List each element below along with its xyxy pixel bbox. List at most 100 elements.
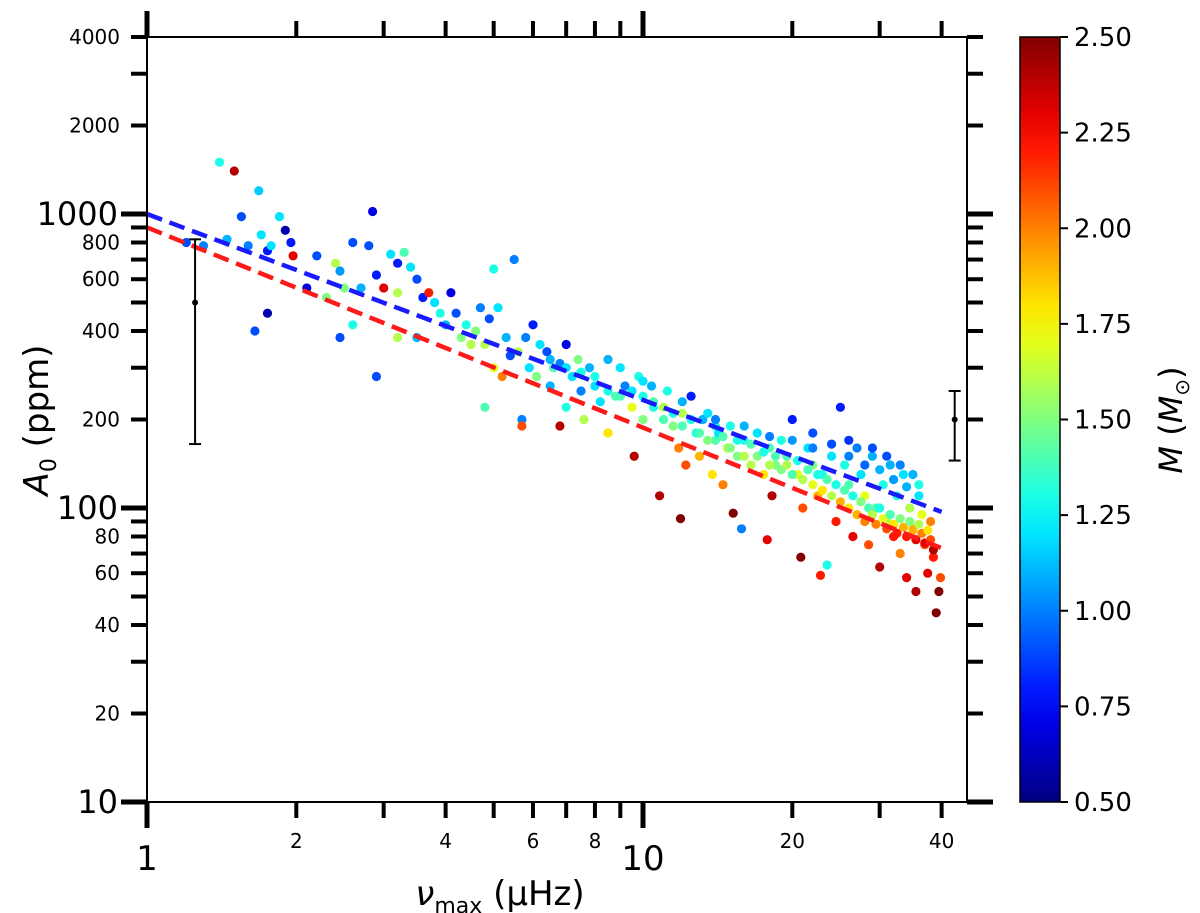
y-tick-label: 600	[82, 267, 120, 291]
data-point	[348, 320, 358, 330]
data-point	[451, 308, 461, 318]
data-point	[335, 266, 345, 276]
data-point	[848, 531, 858, 542]
data-point	[864, 540, 874, 550]
data-point	[236, 212, 246, 222]
data-point	[561, 402, 571, 412]
data-point	[256, 230, 266, 240]
data-point	[456, 332, 466, 343]
x-tick-label: 2	[290, 829, 303, 853]
x-label-subscript: max	[434, 894, 482, 913]
data-point	[480, 402, 490, 412]
data-point	[655, 491, 665, 501]
data-point	[386, 249, 396, 259]
data-point	[509, 254, 519, 265]
data-point	[662, 386, 673, 396]
y-label-subscript: 0	[37, 458, 62, 472]
data-point	[935, 573, 946, 583]
colorbar-tick-label: 2.25	[1074, 119, 1132, 149]
data-point	[446, 288, 456, 298]
data-point	[787, 414, 797, 425]
x-tick-label: 4	[439, 829, 452, 853]
colorbar-tick-label: 1.25	[1074, 501, 1132, 531]
data-point	[368, 206, 378, 217]
data-point	[406, 262, 416, 272]
data-point	[885, 460, 895, 470]
data-point	[902, 573, 912, 583]
data-point	[905, 516, 915, 527]
data-point	[803, 465, 813, 475]
data-point	[243, 241, 253, 251]
data-point	[288, 251, 298, 261]
data-point	[531, 371, 542, 382]
data-point	[528, 320, 538, 330]
colorbar-tick-label: 0.75	[1074, 692, 1132, 722]
data-point	[889, 474, 899, 485]
data-point	[736, 524, 747, 534]
data-point	[798, 474, 808, 485]
data-point	[914, 491, 924, 501]
cb-label-close: )	[1152, 366, 1190, 378]
data-point	[545, 354, 555, 365]
data-point	[545, 381, 555, 391]
data-point	[767, 491, 777, 501]
x-tick-labels: 1 10 2 4 6 8 20 40	[136, 829, 954, 879]
y-tick-label: 200	[82, 408, 120, 432]
y-tick-label: 20	[95, 701, 120, 725]
data-point	[844, 435, 854, 445]
fit-lines	[146, 211, 943, 551]
data-point	[911, 586, 921, 597]
data-point	[677, 421, 687, 431]
y-tick-label: 10	[77, 783, 118, 821]
colorbar-tick-label: 1.00	[1074, 597, 1132, 627]
data-point	[430, 297, 440, 308]
data-point	[658, 414, 669, 425]
data-point	[620, 381, 630, 391]
colorbar-gradient	[1019, 36, 1061, 803]
data-point	[629, 451, 639, 461]
data-point	[739, 421, 749, 431]
data-point	[840, 460, 850, 470]
data-point	[728, 508, 738, 518]
cb-label-sun-subscript: ⊙	[1170, 379, 1194, 396]
data-point	[902, 482, 912, 492]
data-point	[364, 241, 374, 251]
data-point	[923, 568, 933, 578]
data-point	[356, 283, 366, 293]
data-point	[524, 363, 534, 373]
data-point	[718, 431, 728, 442]
data-point	[718, 480, 728, 490]
data-point	[584, 363, 595, 373]
cb-label-open: (	[1152, 423, 1190, 446]
data-point	[908, 525, 918, 535]
data-point	[934, 586, 944, 597]
y-tick-label: 100	[57, 489, 118, 527]
data-point	[497, 371, 507, 382]
data-point	[762, 535, 772, 545]
data-point	[856, 469, 866, 480]
data-point	[765, 460, 775, 470]
data-point	[686, 391, 696, 401]
data-point	[286, 237, 296, 248]
data-point	[638, 414, 648, 425]
colorbar-tick-label: 1.75	[1074, 310, 1132, 340]
data-point	[882, 451, 892, 461]
data-point	[931, 608, 941, 618]
data-point	[393, 258, 403, 268]
data-point	[677, 408, 687, 418]
data-point	[796, 552, 806, 562]
data-point	[765, 431, 775, 442]
data-point	[746, 439, 756, 449]
y-axis-label: A0 (ppm)	[17, 345, 62, 498]
data-point	[914, 519, 924, 529]
data-point	[895, 514, 905, 524]
data-point	[348, 237, 358, 248]
y-tick-label: 800	[82, 230, 120, 254]
y-tick-label: 4000	[69, 25, 120, 49]
data-point	[732, 451, 743, 461]
colorbar-tick-label: 1.50	[1074, 406, 1132, 436]
data-point	[603, 428, 613, 438]
data-point	[412, 274, 422, 284]
data-point	[229, 166, 239, 176]
